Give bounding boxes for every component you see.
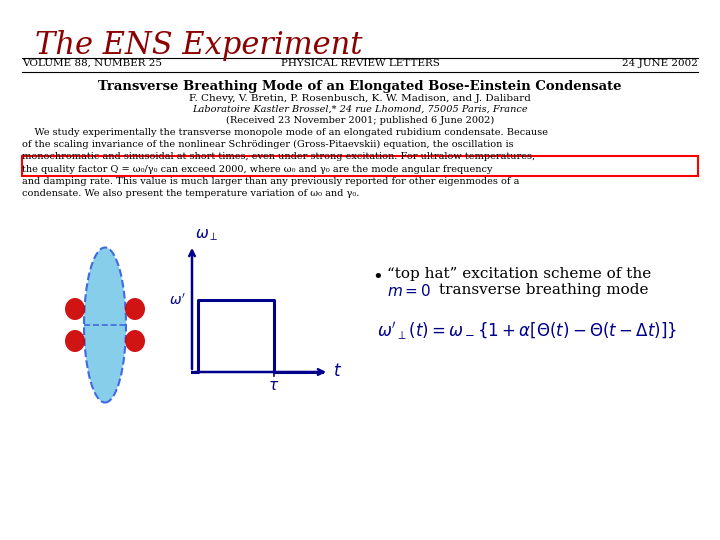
Text: Transverse Breathing Mode of an Elongated Bose-Einstein Condensate: Transverse Breathing Mode of an Elongate…	[98, 80, 622, 93]
Ellipse shape	[125, 330, 145, 352]
Text: transverse breathing mode: transverse breathing mode	[439, 283, 649, 297]
Text: 24 JUNE 2002: 24 JUNE 2002	[622, 59, 698, 68]
Ellipse shape	[65, 298, 85, 320]
Text: $\omega'$: $\omega'$	[169, 292, 186, 308]
Ellipse shape	[125, 298, 145, 320]
Text: VOLUME 88, NUMBER 25: VOLUME 88, NUMBER 25	[22, 59, 162, 68]
Ellipse shape	[84, 247, 126, 402]
Text: $\omega_\perp$: $\omega_\perp$	[195, 227, 219, 243]
Text: $t$: $t$	[333, 363, 342, 381]
Text: •: •	[372, 268, 383, 286]
Text: “top hat” excitation scheme of the: “top hat” excitation scheme of the	[387, 267, 652, 281]
Text: $\tau$: $\tau$	[269, 378, 279, 393]
Text: The ENS Experiment: The ENS Experiment	[35, 30, 362, 61]
Text: $m = 0$: $m = 0$	[387, 283, 431, 299]
Text: $\omega'_\perp(t) = \omega_-\{1 + \alpha[\Theta(t) - \Theta(t - \Delta t)]\}$: $\omega'_\perp(t) = \omega_-\{1 + \alpha…	[377, 320, 678, 342]
Ellipse shape	[65, 330, 85, 352]
Text: We study experimentally the transverse monopole mode of an elongated rubidium co: We study experimentally the transverse m…	[22, 128, 548, 198]
Text: F. Chevy, V. Bretin, P. Rosenbusch, K. W. Madison, and J. Dalibard: F. Chevy, V. Bretin, P. Rosenbusch, K. W…	[189, 94, 531, 103]
Text: (Received 23 November 2001; published 6 June 2002): (Received 23 November 2001; published 6 …	[226, 116, 494, 125]
Text: PHYSICAL REVIEW LETTERS: PHYSICAL REVIEW LETTERS	[281, 59, 439, 68]
Text: Laboratoire Kastler Brossel,* 24 rue Lhomond, 75005 Paris, France: Laboratoire Kastler Brossel,* 24 rue Lho…	[192, 105, 528, 114]
